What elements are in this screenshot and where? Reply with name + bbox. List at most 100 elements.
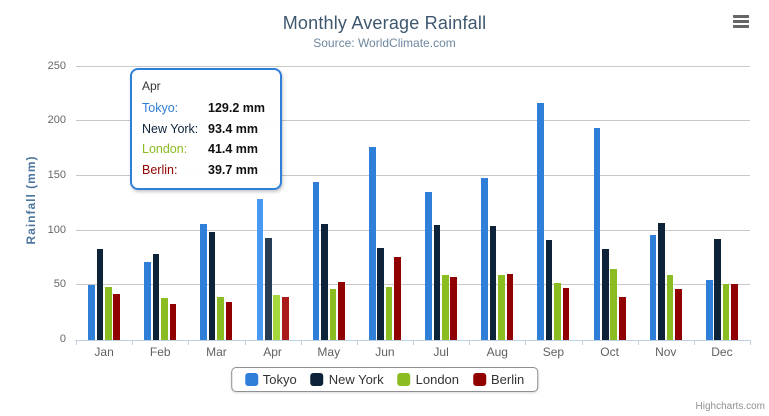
bar-new-york-jan[interactable]: [96, 248, 104, 340]
bar-london-dec[interactable]: [722, 283, 730, 340]
x-axis-label: Mar: [206, 345, 227, 359]
legend-item-new-york[interactable]: New York: [310, 372, 384, 387]
y-axis-label: 50: [53, 278, 66, 291]
bar-new-york-jul[interactable]: [433, 225, 441, 340]
x-axis-tick: [525, 340, 527, 345]
x-axis-tick: [76, 340, 77, 345]
legend-item-berlin[interactable]: Berlin: [473, 372, 524, 387]
bar-berlin-oct[interactable]: [618, 297, 626, 340]
legend-item-tokyo[interactable]: Tokyo: [244, 372, 297, 387]
x-axis-label: Dec: [711, 345, 733, 359]
bar-tokyo-feb[interactable]: [144, 261, 151, 340]
bar-new-york-nov[interactable]: [658, 223, 665, 340]
bar-berlin-nov[interactable]: [675, 288, 682, 340]
tooltip-series-value: 39.7 mm: [208, 162, 259, 177]
bar-london-aug[interactable]: [498, 274, 505, 340]
bar-new-york-jun[interactable]: [377, 247, 384, 340]
bar-tokyo-mar[interactable]: [200, 223, 208, 340]
bar-new-york-apr[interactable]: [265, 237, 272, 340]
tooltip-row: London: 41.4 mm: [142, 139, 270, 160]
grid-line: [76, 65, 750, 67]
x-axis-tick: [693, 340, 695, 345]
hamburger-icon: [733, 15, 749, 18]
bar-new-york-may[interactable]: [321, 224, 328, 340]
legend-item-london[interactable]: London: [397, 372, 460, 387]
credits-link[interactable]: Highcharts.com: [695, 401, 765, 412]
bar-new-york-aug[interactable]: [489, 225, 497, 340]
tooltip-series-value: 129.2 mm: [208, 101, 265, 115]
bar-new-york-oct[interactable]: [602, 248, 609, 340]
y-axis-label: 150: [47, 168, 66, 181]
x-axis-label: Oct: [600, 345, 619, 359]
legend-swatch-icon: [244, 373, 258, 386]
x-axis-tick: [188, 340, 190, 345]
grid-line: [76, 174, 750, 176]
bar-tokyo-jan[interactable]: [88, 285, 95, 340]
bar-tokyo-jul[interactable]: [425, 191, 432, 340]
bar-tokyo-sep[interactable]: [537, 103, 545, 340]
tooltip: Apr Tokyo: 129.2 mm New York: 93.4 mm London…: [130, 68, 282, 190]
bar-london-oct[interactable]: [610, 268, 618, 340]
bar-tokyo-aug[interactable]: [481, 177, 488, 340]
bar-berlin-may[interactable]: [338, 282, 345, 340]
bar-tokyo-jun[interactable]: [368, 147, 376, 340]
x-axis-tick: [750, 340, 751, 345]
x-axis-tick: [637, 340, 639, 345]
x-axis-tick: [300, 340, 302, 345]
bar-london-jan[interactable]: [104, 286, 112, 340]
bar-new-york-sep[interactable]: [545, 240, 553, 340]
legend-label: Berlin: [491, 372, 525, 387]
legend-label: London: [415, 372, 460, 387]
bar-london-apr[interactable]: [273, 294, 281, 340]
bar-tokyo-nov[interactable]: [649, 235, 657, 340]
y-axis-label: 0: [59, 333, 66, 345]
x-axis-label: Sep: [542, 345, 565, 359]
bar-london-jun[interactable]: [385, 287, 393, 340]
bar-london-may[interactable]: [329, 288, 337, 340]
bar-new-york-feb[interactable]: [152, 253, 160, 340]
x-axis-tick: [469, 340, 471, 345]
bar-tokyo-may[interactable]: [312, 182, 320, 340]
bar-london-sep[interactable]: [554, 282, 561, 340]
bar-london-mar[interactable]: [217, 297, 224, 340]
legend-swatch-icon: [397, 373, 411, 386]
bar-new-york-dec[interactable]: [714, 239, 721, 340]
grid-line: [76, 120, 750, 122]
tooltip-series-value: 93.4 mm: [208, 121, 259, 136]
tooltip-series-name: Tokyo:: [142, 101, 179, 115]
bar-berlin-jun[interactable]: [394, 257, 401, 340]
x-axis-tick: [356, 340, 358, 345]
legend: Tokyo New York London Berlin: [230, 367, 539, 392]
x-axis-label: Jul: [433, 345, 449, 359]
bar-berlin-feb[interactable]: [169, 303, 177, 340]
y-axis-label: 250: [47, 59, 66, 72]
bar-berlin-mar[interactable]: [225, 302, 233, 340]
x-axis-label: Aug: [486, 345, 508, 359]
hamburger-icon: [733, 25, 749, 28]
bar-london-nov[interactable]: [666, 275, 674, 340]
tooltip-series-name: London:: [142, 142, 188, 156]
bar-berlin-sep[interactable]: [562, 287, 570, 340]
y-axis-label: 100: [47, 223, 66, 236]
bar-berlin-jan[interactable]: [113, 293, 120, 340]
bar-berlin-jul[interactable]: [450, 277, 457, 340]
bar-tokyo-oct[interactable]: [593, 127, 601, 340]
bar-berlin-dec[interactable]: [731, 284, 738, 340]
tooltip-series-name: New York:: [142, 121, 199, 136]
x-axis-label: Apr: [263, 345, 282, 359]
context-menu-button[interactable]: [733, 15, 749, 28]
x-axis-label: Feb: [149, 345, 171, 359]
bar-london-feb[interactable]: [161, 297, 168, 340]
x-axis-label: Jan: [94, 345, 114, 359]
legend-label: New York: [328, 372, 384, 387]
bar-berlin-apr[interactable]: [281, 296, 289, 340]
tooltip-series-value: 41.4 mm: [208, 142, 259, 156]
x-axis-tick: [413, 340, 414, 345]
chart-subtitle: Source: WorldClimate.com: [313, 36, 456, 50]
x-axis-label: Nov: [655, 345, 677, 359]
bar-tokyo-dec[interactable]: [705, 280, 713, 340]
bar-new-york-mar[interactable]: [208, 232, 216, 340]
bar-berlin-aug[interactable]: [506, 273, 514, 340]
bar-london-jul[interactable]: [441, 275, 449, 340]
bar-tokyo-apr[interactable]: [256, 198, 264, 340]
